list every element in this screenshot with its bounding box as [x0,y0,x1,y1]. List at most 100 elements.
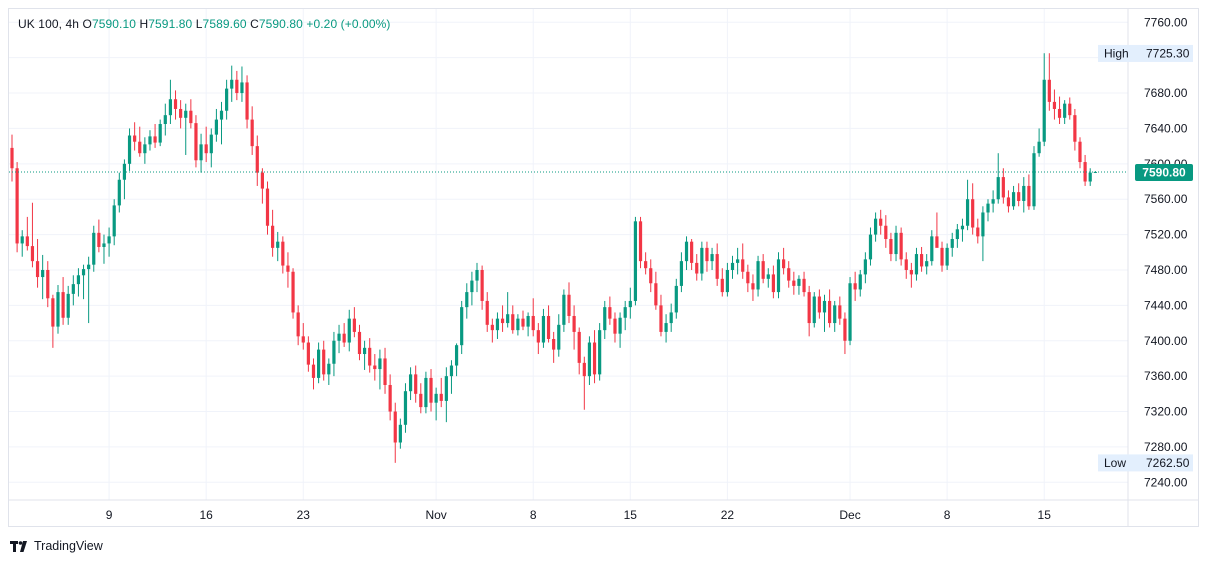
candle-body [618,317,622,334]
y-tick-label: 7280.00 [1144,440,1188,454]
candle-body [531,315,535,331]
candle-body [56,292,60,327]
x-tick-label: 16 [200,508,214,522]
x-tick-label: 9 [106,508,113,522]
x-tick-label: 8 [944,508,951,522]
candle-body [204,144,208,154]
candle-body [296,312,300,337]
candle-body [592,342,597,375]
candle-body [276,241,280,248]
candle-body [705,247,709,262]
marker-label: Low [1104,456,1126,470]
candle-body [378,358,382,370]
candle-body [899,232,903,260]
candle-body [449,365,454,377]
legend-close-label: C [250,17,259,31]
candle-body [776,259,781,293]
candle-body [868,234,873,260]
candle-body [352,318,356,332]
candle-body [986,203,990,213]
candle-body [700,247,704,274]
x-tick-label: 15 [624,508,638,522]
candle-body [623,307,627,318]
y-tick-label: 7440.00 [1144,298,1188,312]
candle-body [516,318,520,331]
candle-body [771,274,775,293]
candle-body [843,318,847,341]
candle-body [741,259,745,272]
candle-body [255,146,259,173]
candle-body [971,199,975,228]
candle-body [117,179,121,206]
candle-body [184,110,188,118]
candle-body [454,345,459,366]
candle-body [649,268,653,284]
candle-body [991,199,995,204]
candle-body [761,261,765,279]
candle-body [812,296,816,324]
candle-body [30,246,35,262]
candle-body [603,307,607,331]
candle-body [271,225,275,248]
candle-body [429,377,433,403]
candle-body [751,283,755,290]
legend-low-label: L [195,17,203,31]
legend-close: 7590.80 [258,17,303,31]
candle-body [460,307,464,346]
candle-body [884,225,888,240]
y-tick-label: 7480.00 [1144,263,1188,277]
candle-body [608,307,612,319]
tradingview-brand[interactable]: TradingView [10,539,103,553]
candle-body [480,269,484,301]
candle-body [485,300,489,325]
candle-body [61,292,65,318]
candle-body [950,239,954,248]
candle-body [122,163,127,180]
candle-body [403,391,408,425]
candle-body [828,300,832,324]
candle-body [373,365,377,370]
candle-body [66,293,70,318]
time-axis[interactable]: 9 16 23 Nov 8 15 22 Dec 8 15 [106,508,1051,522]
candle-body [286,265,290,272]
candle-body [919,254,924,267]
candle-body [281,241,285,266]
candle-body [1011,192,1016,207]
candle-body [15,168,19,244]
x-tick-label: 22 [721,508,735,522]
price-axis[interactable]: 7760.007720.007680.007640.007600.007560.… [1144,15,1188,489]
legend-open: 7590.10 [91,17,137,31]
candle-body [710,254,714,262]
price-markers: 7590.80 High 7725.30 Low 7262.50 [9,44,1193,472]
candle-body [638,221,643,262]
y-tick-label: 7400.00 [1144,334,1188,348]
candle-body [291,271,295,313]
candle-body [848,283,852,341]
candle-body [214,119,218,135]
candle-body [1027,185,1031,207]
y-tick-label: 7560.00 [1144,192,1188,206]
candle-body [158,124,162,143]
chart-legend: UK 100, 4h O7590.10 H7591.80 L7589.60 C7… [18,17,391,31]
candle-body [362,347,367,355]
candle-body [511,314,515,331]
candle-body [541,315,546,343]
candle-body [419,393,423,408]
y-tick-label: 7240.00 [1144,475,1188,489]
candle-body [945,247,949,266]
candle-body [715,254,719,279]
candle-body [960,225,965,230]
marker-label: High [1104,46,1129,60]
candle-body [97,232,101,247]
candle-body [337,333,341,341]
candle-body [347,318,351,343]
candle-body [163,115,167,125]
candle-body [424,377,428,408]
legend-interval: 4h [65,17,80,31]
candle-body [133,135,137,142]
candle-body [659,305,663,332]
brand-name: TradingView [34,539,103,553]
x-tick-label: Nov [425,508,446,522]
candle-body [981,212,985,237]
